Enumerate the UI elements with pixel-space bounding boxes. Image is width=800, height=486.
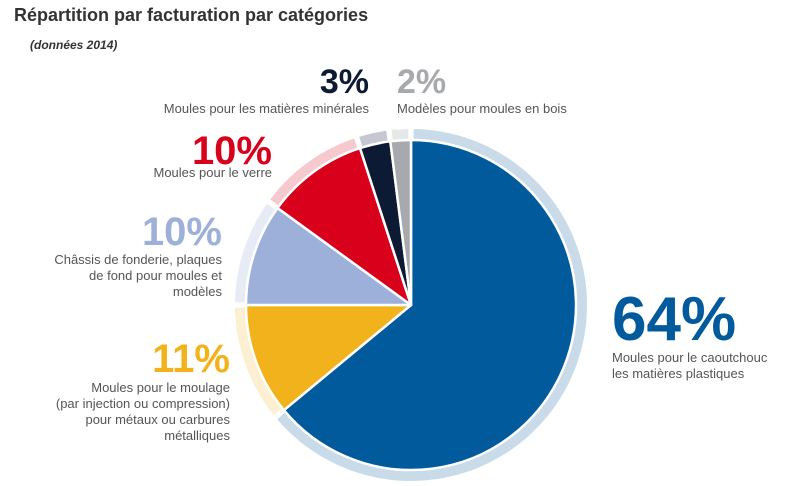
slice-category-label-2: Moules pour le moulage: [91, 380, 230, 395]
slice-category-label-5: Moules pour les matières minérales: [164, 101, 370, 116]
slice-category-label-1: les matières plastiques: [612, 366, 745, 381]
chart-subtitle: (données 2014): [30, 38, 117, 52]
slice-percent-label-6: 2%: [397, 63, 446, 101]
slice-category-label-1: Moules pour le caoutchouc: [612, 350, 768, 365]
slice-percent-label-1: 64%: [612, 285, 736, 354]
slice-percent-label-2: 11%: [152, 337, 230, 381]
pie-slice-4: [276, 146, 413, 307]
pie-slice-2: [244, 303, 413, 412]
slice-category-label-2: métalliques: [164, 428, 230, 443]
slice-category-label-2: (par injection ou compression): [56, 396, 230, 411]
slice-category-label-3: Châssis de fonderie, plaques: [54, 252, 222, 267]
pie-slice-6: [389, 138, 413, 307]
slice-category-label-4: Moules pour le verre: [154, 165, 273, 180]
slice-category-label-3: de fond pour moules et: [89, 268, 222, 283]
slice-category-label-6: Modèles pour moules en bois: [397, 101, 567, 116]
slice-category-label-2: pour métaux ou carbures: [85, 412, 230, 427]
slice-category-label-3: modèles: [173, 284, 223, 299]
slice-percent-label-4: 10%: [192, 129, 272, 173]
slice-percent-label-5: 3%: [320, 63, 369, 101]
chart-title: Répartition par facturation par catégori…: [14, 5, 368, 25]
pie-slice-3: [244, 206, 413, 307]
pie-slice-1: [282, 138, 578, 472]
slice-percent-label-3: 10%: [142, 210, 222, 254]
